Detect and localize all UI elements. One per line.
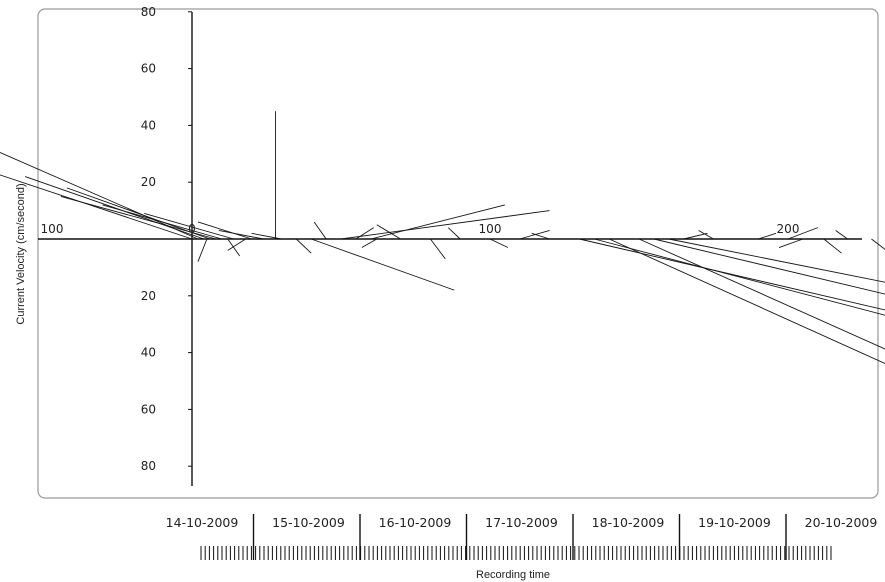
velocity-stick xyxy=(340,210,550,240)
x-tick-label: 100 xyxy=(41,222,64,236)
velocity-stick xyxy=(668,238,885,283)
velocity-stick xyxy=(787,227,818,240)
velocity-stick xyxy=(531,232,550,240)
velocity-stick xyxy=(653,238,885,295)
x-tick-labels: 1000100200300400 xyxy=(41,222,800,236)
velocity-stick xyxy=(227,238,241,257)
velocity-stick xyxy=(197,238,208,262)
y-axis-title: Current Velocity (cm/second) xyxy=(15,183,27,324)
velocity-stick xyxy=(313,221,327,240)
velocity-stick xyxy=(683,232,708,240)
velocity-stick xyxy=(519,230,550,240)
x-axis-title: Recording time xyxy=(476,569,550,581)
x-tick-label: 100 xyxy=(479,222,502,236)
velocity-stick xyxy=(376,224,401,240)
velocity-stick xyxy=(144,213,234,240)
plot-frame xyxy=(37,8,879,499)
velocity-stick xyxy=(871,238,885,250)
velocity-stick xyxy=(594,238,885,316)
velocity-stick xyxy=(698,230,714,240)
x-tick-label: 0 xyxy=(188,222,196,236)
velocity-stick xyxy=(778,238,804,248)
velocity-stick xyxy=(218,230,264,240)
velocity-stick xyxy=(295,238,312,254)
x-tick-label: 200 xyxy=(777,222,800,236)
velocity-stick xyxy=(24,176,205,240)
y-tick-label: 80 xyxy=(141,5,156,19)
date-label: 16-10-2009 xyxy=(379,515,452,530)
date-label: 19-10-2009 xyxy=(698,515,771,530)
y-tick-label: 80 xyxy=(141,459,156,473)
velocity-stick xyxy=(447,227,461,240)
date-separators xyxy=(252,514,787,560)
legend-blank-area xyxy=(570,468,872,494)
velocity-stick xyxy=(60,195,216,240)
velocity-stick xyxy=(0,152,199,240)
velocity-stick xyxy=(251,232,282,240)
y-tick-labels: 80 60 40 20 20 40 60 80 xyxy=(141,5,192,473)
velocity-stick xyxy=(197,221,252,240)
y-tick-label: 60 xyxy=(141,402,156,416)
velocity-stick xyxy=(361,238,377,248)
velocity-stick xyxy=(102,204,222,240)
velocity-stick xyxy=(835,230,848,240)
velocity-stick xyxy=(311,238,455,291)
velocity-stick xyxy=(227,238,246,251)
date-label: 14-10-2009 xyxy=(166,515,239,530)
date-label: 18-10-2009 xyxy=(592,515,665,530)
velocity-stick xyxy=(579,238,885,311)
y-tick-label: 40 xyxy=(141,118,156,132)
velocity-stick xyxy=(355,227,375,240)
velocity-stick xyxy=(638,238,885,350)
y-tick-label: 20 xyxy=(141,175,156,189)
y-tick-label: 20 xyxy=(141,289,156,303)
date-label: 17-10-2009 xyxy=(485,515,558,530)
velocity-stick xyxy=(489,238,509,248)
date-labels: 14-10-2009 15-10-2009 16-10-2009 17-10-2009… xyxy=(166,515,878,530)
recording-time-ruler xyxy=(200,546,832,560)
velocity-stick xyxy=(370,204,506,240)
velocity-stick xyxy=(430,238,446,260)
velocity-stick xyxy=(823,238,842,254)
date-label: 15-10-2009 xyxy=(272,515,345,530)
y-tick-label: 60 xyxy=(141,62,156,76)
date-label: 20-10-2009 xyxy=(805,515,878,530)
velocity-stick xyxy=(609,238,885,364)
velocity-stick xyxy=(758,232,777,240)
velocity-sticks xyxy=(0,111,885,364)
y-tick-label: 40 xyxy=(141,346,156,360)
